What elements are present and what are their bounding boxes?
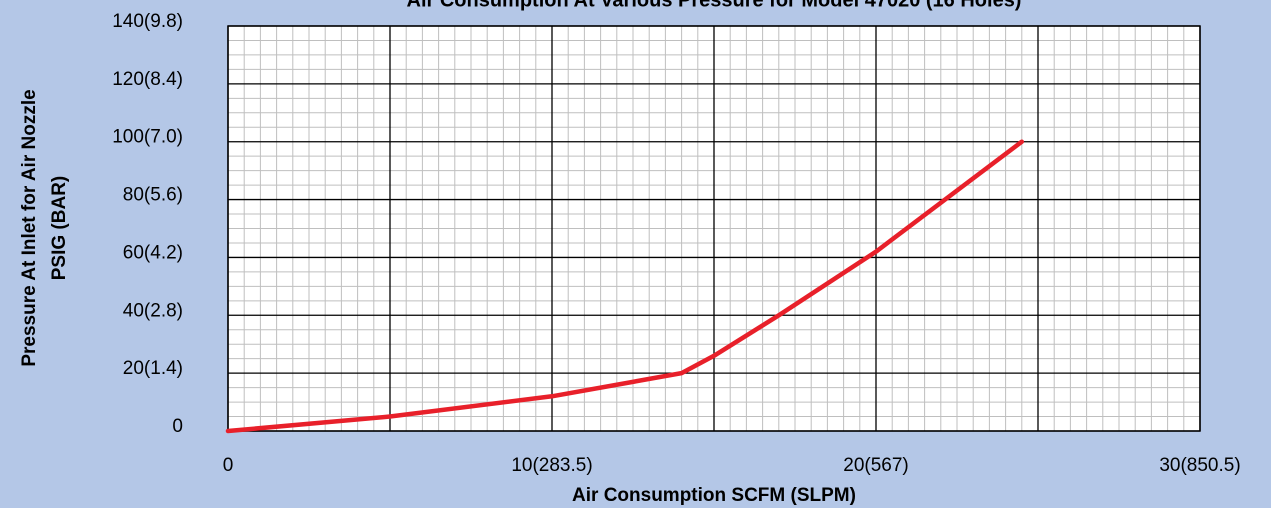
y-tick-label: 80(5.6) (123, 185, 183, 206)
x-tick-label: 10(283.5) (511, 455, 592, 476)
x-tick-label: 30(850.5) (1159, 455, 1240, 476)
y-tick-label: 60(4.2) (123, 242, 183, 263)
y-tick-label: 40(2.8) (123, 300, 183, 321)
y-tick-label: 100(7.0) (112, 127, 183, 148)
y-tick-label: 0 (172, 416, 183, 437)
y-tick-label: 140(9.8) (112, 11, 183, 32)
data-line (225, 139, 1025, 434)
y-tick-label: 120(8.4) (112, 69, 183, 90)
x-tick-label: 0 (223, 455, 234, 476)
y-tick-label: 20(1.4) (123, 358, 183, 379)
plot-border (227, 25, 1201, 432)
y-axis-title: Pressure At Inlet for Air Nozzle (19, 89, 40, 366)
chart-title: Air Consumption At Various Pressure for … (407, 0, 1022, 11)
y-axis-title: PSIG (BAR) (49, 176, 70, 281)
x-tick-label: 20(567) (843, 455, 909, 476)
x-axis-title: Air Consumption SCFM (SLPM) (572, 485, 856, 506)
